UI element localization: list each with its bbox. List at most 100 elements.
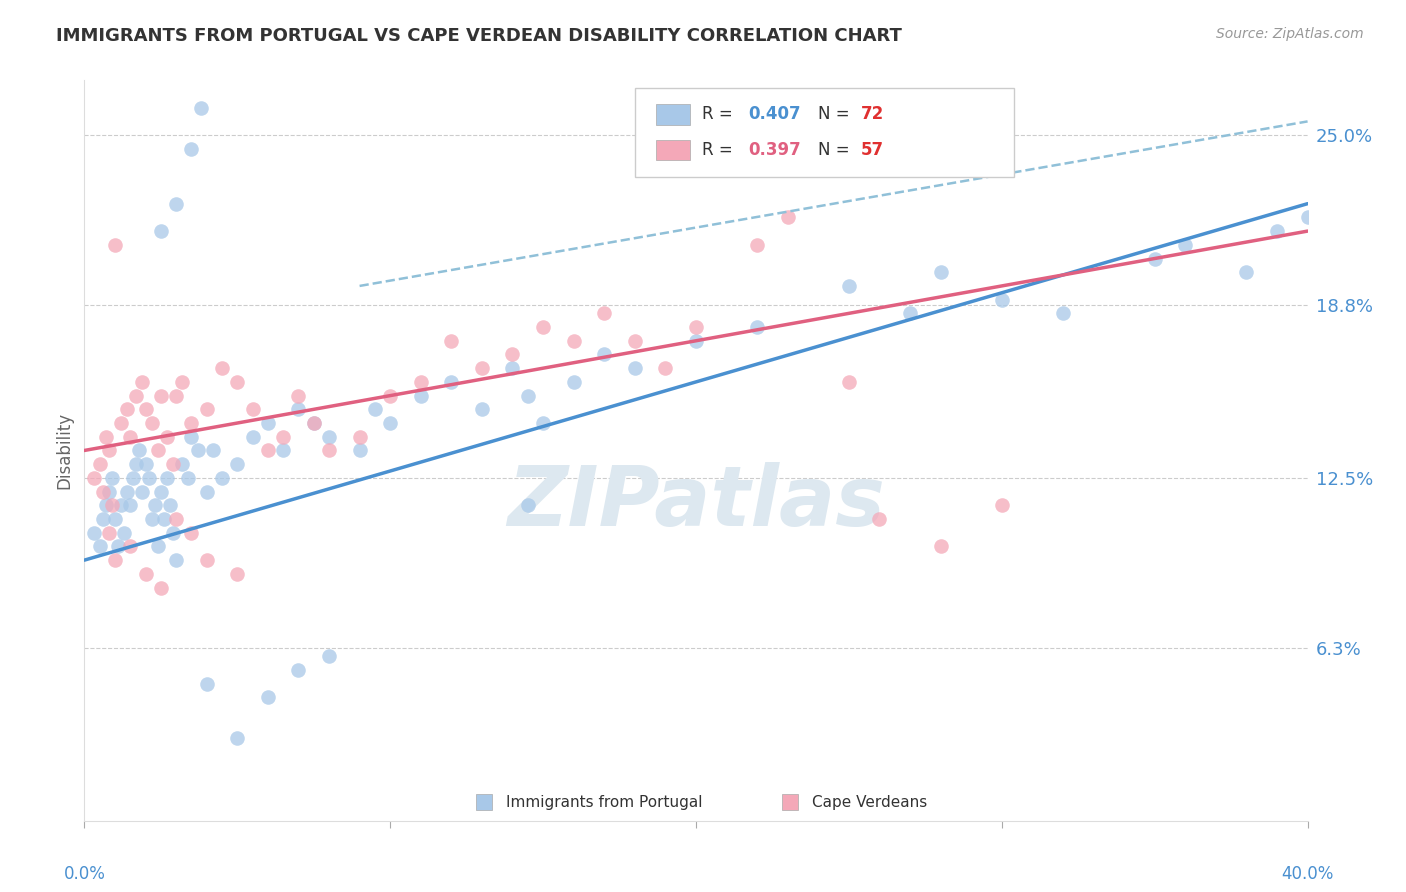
Point [156, 430, 179, 444]
Point [110, 498, 132, 512]
Point [624, 334, 647, 348]
Point [624, 361, 647, 376]
Point [195, 553, 218, 567]
Point [562, 375, 585, 389]
Point [149, 224, 172, 238]
Bar [655, 103, 690, 125]
Point [211, 361, 233, 376]
Bar [655, 140, 690, 161]
Point [226, 731, 249, 746]
Text: 0.407: 0.407 [748, 105, 801, 123]
Point [91, 512, 114, 526]
Point [440, 375, 463, 389]
Point [516, 498, 538, 512]
Point [593, 347, 616, 361]
Point [271, 430, 294, 444]
Point [838, 279, 860, 293]
Point [138, 471, 160, 485]
Point [226, 566, 249, 581]
Point [349, 443, 371, 458]
Point [135, 566, 157, 581]
Text: 57: 57 [860, 141, 884, 159]
Point [1052, 306, 1074, 320]
Point [318, 649, 340, 664]
Point [89, 457, 111, 471]
Point [97, 525, 120, 540]
Point [180, 525, 202, 540]
Point [349, 430, 371, 444]
Point [747, 237, 769, 252]
Point [143, 498, 166, 512]
Point [531, 320, 554, 334]
Text: 72: 72 [860, 105, 884, 123]
Point [149, 484, 172, 499]
Point [91, 484, 114, 499]
Point [257, 416, 280, 430]
Point [101, 471, 124, 485]
Text: R =: R = [702, 105, 738, 123]
Bar [475, 794, 492, 810]
Point [83, 471, 105, 485]
Point [471, 402, 494, 417]
Point [104, 553, 127, 567]
Point [141, 512, 163, 526]
Point [195, 402, 218, 417]
Point [153, 512, 176, 526]
Point [172, 457, 194, 471]
Point [110, 416, 132, 430]
Point [1265, 224, 1288, 238]
Point [149, 389, 172, 403]
Point [131, 375, 153, 389]
Point [195, 484, 218, 499]
Point [94, 498, 117, 512]
Point [516, 389, 538, 403]
Point [257, 690, 280, 705]
Point [159, 498, 181, 512]
Point [1143, 252, 1166, 266]
Point [162, 525, 184, 540]
Point [593, 306, 616, 320]
Point [226, 375, 249, 389]
Point [201, 443, 224, 458]
Text: Immigrants from Portugal: Immigrants from Portugal [506, 795, 703, 810]
Point [685, 320, 707, 334]
Point [380, 416, 402, 430]
Point [112, 525, 135, 540]
Point [502, 361, 524, 376]
Point [226, 457, 249, 471]
Point [125, 389, 148, 403]
Point [135, 402, 157, 417]
Point [97, 443, 120, 458]
Point [562, 334, 585, 348]
Point [120, 540, 142, 554]
Point [146, 540, 169, 554]
Point [190, 101, 212, 115]
Point [898, 306, 921, 320]
Point [156, 471, 179, 485]
Point [141, 416, 163, 430]
Point [776, 211, 799, 225]
Point [409, 389, 432, 403]
Point [115, 402, 138, 417]
Point [747, 320, 769, 334]
Point [991, 293, 1014, 307]
Point [929, 540, 952, 554]
Point [131, 484, 153, 499]
Point [83, 525, 105, 540]
Point [869, 512, 891, 526]
Text: N =: N = [818, 105, 855, 123]
Point [257, 443, 280, 458]
Point [165, 196, 187, 211]
Point [838, 375, 860, 389]
Bar [782, 794, 797, 810]
Point [94, 430, 117, 444]
Text: 0.0%: 0.0% [63, 865, 105, 883]
Point [318, 443, 340, 458]
Text: ZIPatlas: ZIPatlas [508, 462, 884, 543]
Point [162, 457, 184, 471]
Text: R =: R = [702, 141, 738, 159]
Point [107, 540, 129, 554]
Point [502, 347, 524, 361]
Y-axis label: Disability: Disability [55, 412, 73, 489]
Text: IMMIGRANTS FROM PORTUGAL VS CAPE VERDEAN DISABILITY CORRELATION CHART: IMMIGRANTS FROM PORTUGAL VS CAPE VERDEAN… [56, 27, 903, 45]
